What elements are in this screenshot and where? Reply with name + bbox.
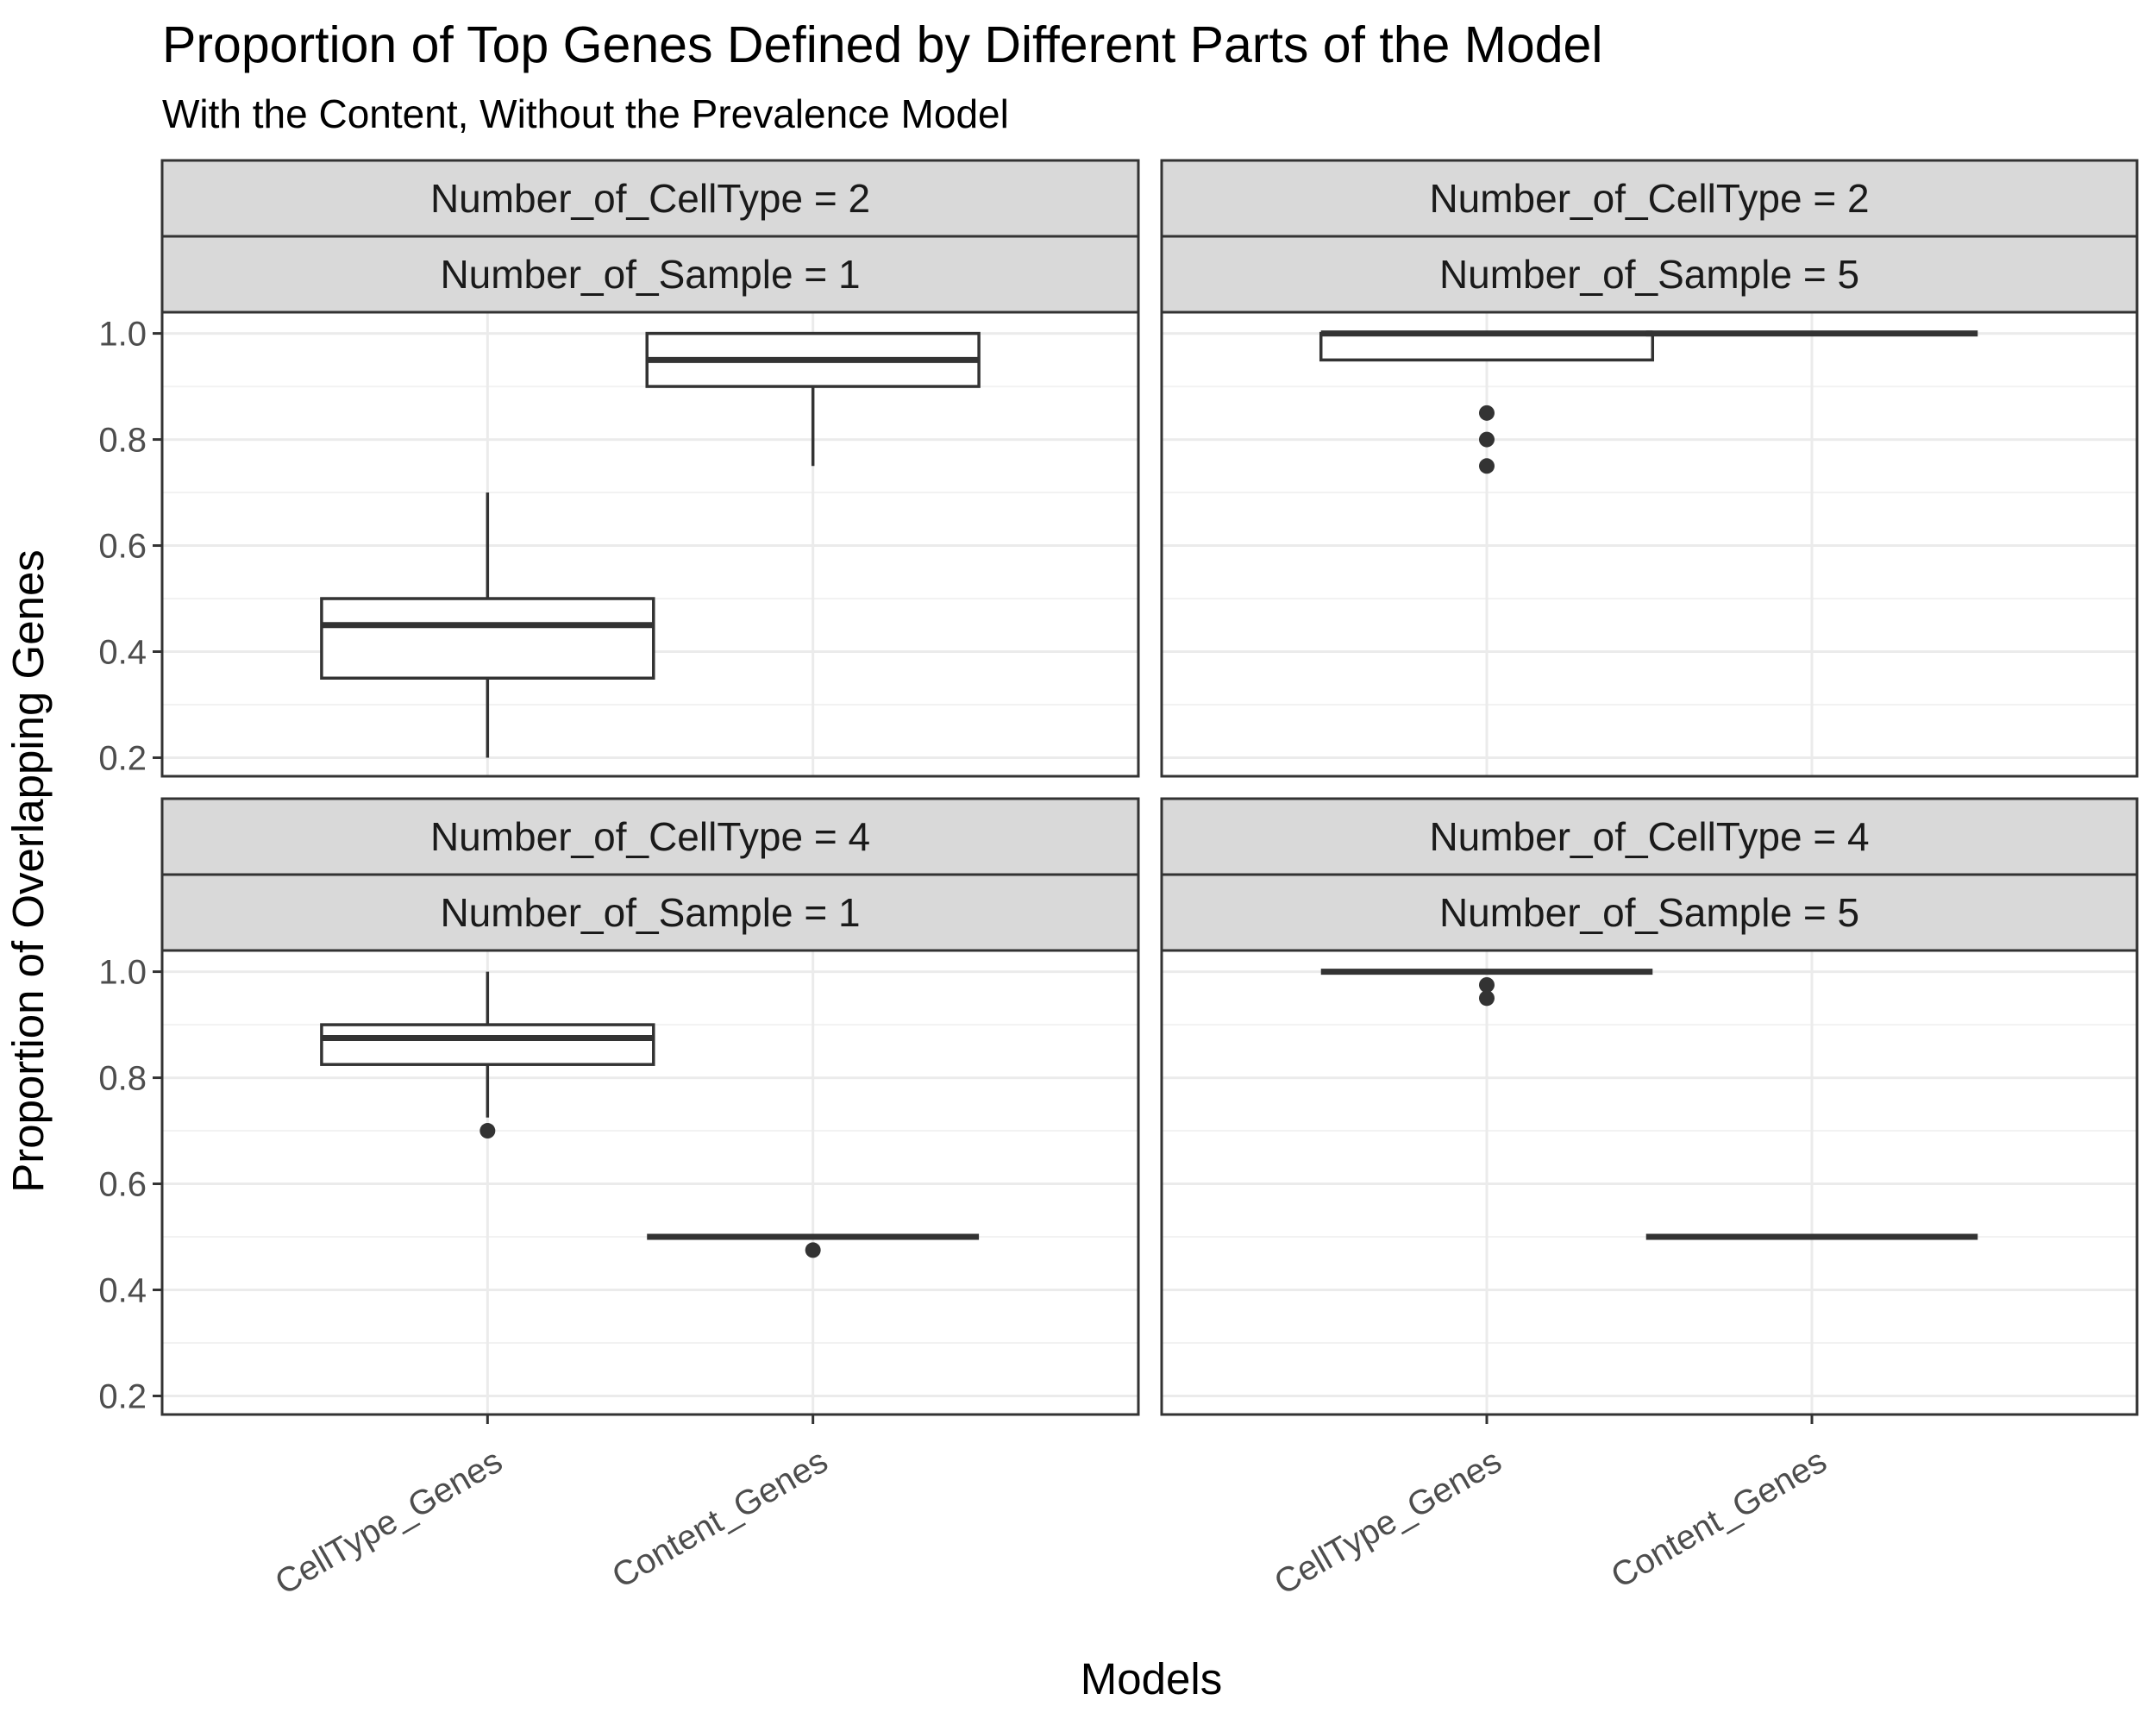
outlier-point [1479, 431, 1495, 448]
box-Content_Genes [645, 331, 981, 467]
x-axis: CellType_Genes Content_Genes CellType_Gene… [269, 1414, 1833, 1603]
strip-background [160, 797, 1140, 876]
facet-panel: Number_of_CellType = 2 Number_of_Sample =… [160, 159, 1140, 778]
box-iqr [1319, 331, 1655, 362]
outlier-point [479, 1123, 496, 1139]
y-tick-label: 0.8 [98, 1060, 147, 1098]
y-axis-title: Proportion of Overlapping Genes [3, 549, 53, 1193]
y-tick-label: 0.6 [98, 528, 147, 566]
y-tick-label: 0.4 [98, 1272, 147, 1310]
facet-panel: Number_of_CellType = 4 Number_of_Sample =… [1160, 797, 2139, 1416]
y-tick-label: 1.0 [98, 316, 147, 354]
box-Content_Genes [647, 1233, 980, 1258]
strip-background [1160, 797, 2139, 876]
x-tick-label: Content_Genes [1605, 1442, 1833, 1596]
outlier-point [1479, 990, 1495, 1007]
x-axis-title: Models [1081, 1654, 1222, 1703]
strip-background [1160, 159, 2139, 238]
strip-label: Number_of_CellType = 4 [430, 814, 870, 859]
strip-background [1160, 873, 2139, 952]
box-CellType_Genes [320, 492, 655, 758]
box-CellType_Genes [1319, 330, 1655, 474]
box-iqr [320, 1023, 655, 1066]
x-tick-label: CellType_Genes [269, 1442, 509, 1603]
y-tick-label: 0.8 [98, 422, 147, 460]
strip-label: Number_of_Sample = 1 [440, 252, 860, 297]
box-CellType_Genes [1320, 969, 1653, 1007]
y-tick-label: 0.2 [98, 739, 147, 777]
facet-panels: Number_of_CellType = 2 Number_of_Sample =… [160, 159, 2139, 1416]
outlier-point [1479, 405, 1495, 421]
y-tick-label: 1.0 [98, 954, 147, 992]
outlier-point [1479, 458, 1495, 474]
box-iqr [320, 597, 655, 681]
y-tick-label: 0.2 [98, 1377, 147, 1415]
facet-panel: Number_of_CellType = 4 Number_of_Sample =… [160, 797, 1140, 1416]
strip-label: Number_of_CellType = 4 [1429, 814, 1869, 859]
y-tick-label: 0.6 [98, 1166, 147, 1204]
x-tick-label: Content_Genes [606, 1442, 835, 1596]
y-axes: 0.2 0.4 0.6 0.8 1.0 0.2 0.4 0.6 0.8 1.0 [98, 316, 162, 1415]
y-tick-label: 0.4 [98, 634, 147, 672]
panel-border [1160, 949, 2139, 1416]
chart-title: Proportion of Top Genes Defined by Diffe… [162, 16, 1602, 73]
panel-border [1160, 310, 2139, 778]
strip-label: Number_of_Sample = 5 [1439, 890, 1859, 935]
outlier-point [1479, 976, 1495, 993]
strip-background [160, 235, 1140, 314]
strip-label: Number_of_CellType = 2 [1429, 176, 1869, 221]
strip-label: Number_of_CellType = 2 [430, 176, 870, 221]
strip-background [160, 159, 1140, 238]
x-tick-label: CellType_Genes [1268, 1442, 1507, 1603]
strip-label: Number_of_Sample = 5 [1439, 252, 1859, 297]
panel-border [160, 310, 1140, 778]
strip-background [160, 873, 1140, 952]
outlier-point [805, 1242, 821, 1258]
strip-label: Number_of_Sample = 1 [440, 890, 860, 935]
panel-border [160, 949, 1140, 1416]
chart-subtitle: With the Content, Without the Prevalence… [162, 91, 1009, 136]
facet-panel: Number_of_CellType = 2 Number_of_Sample =… [1160, 159, 2139, 778]
box-CellType_Genes [320, 971, 655, 1139]
